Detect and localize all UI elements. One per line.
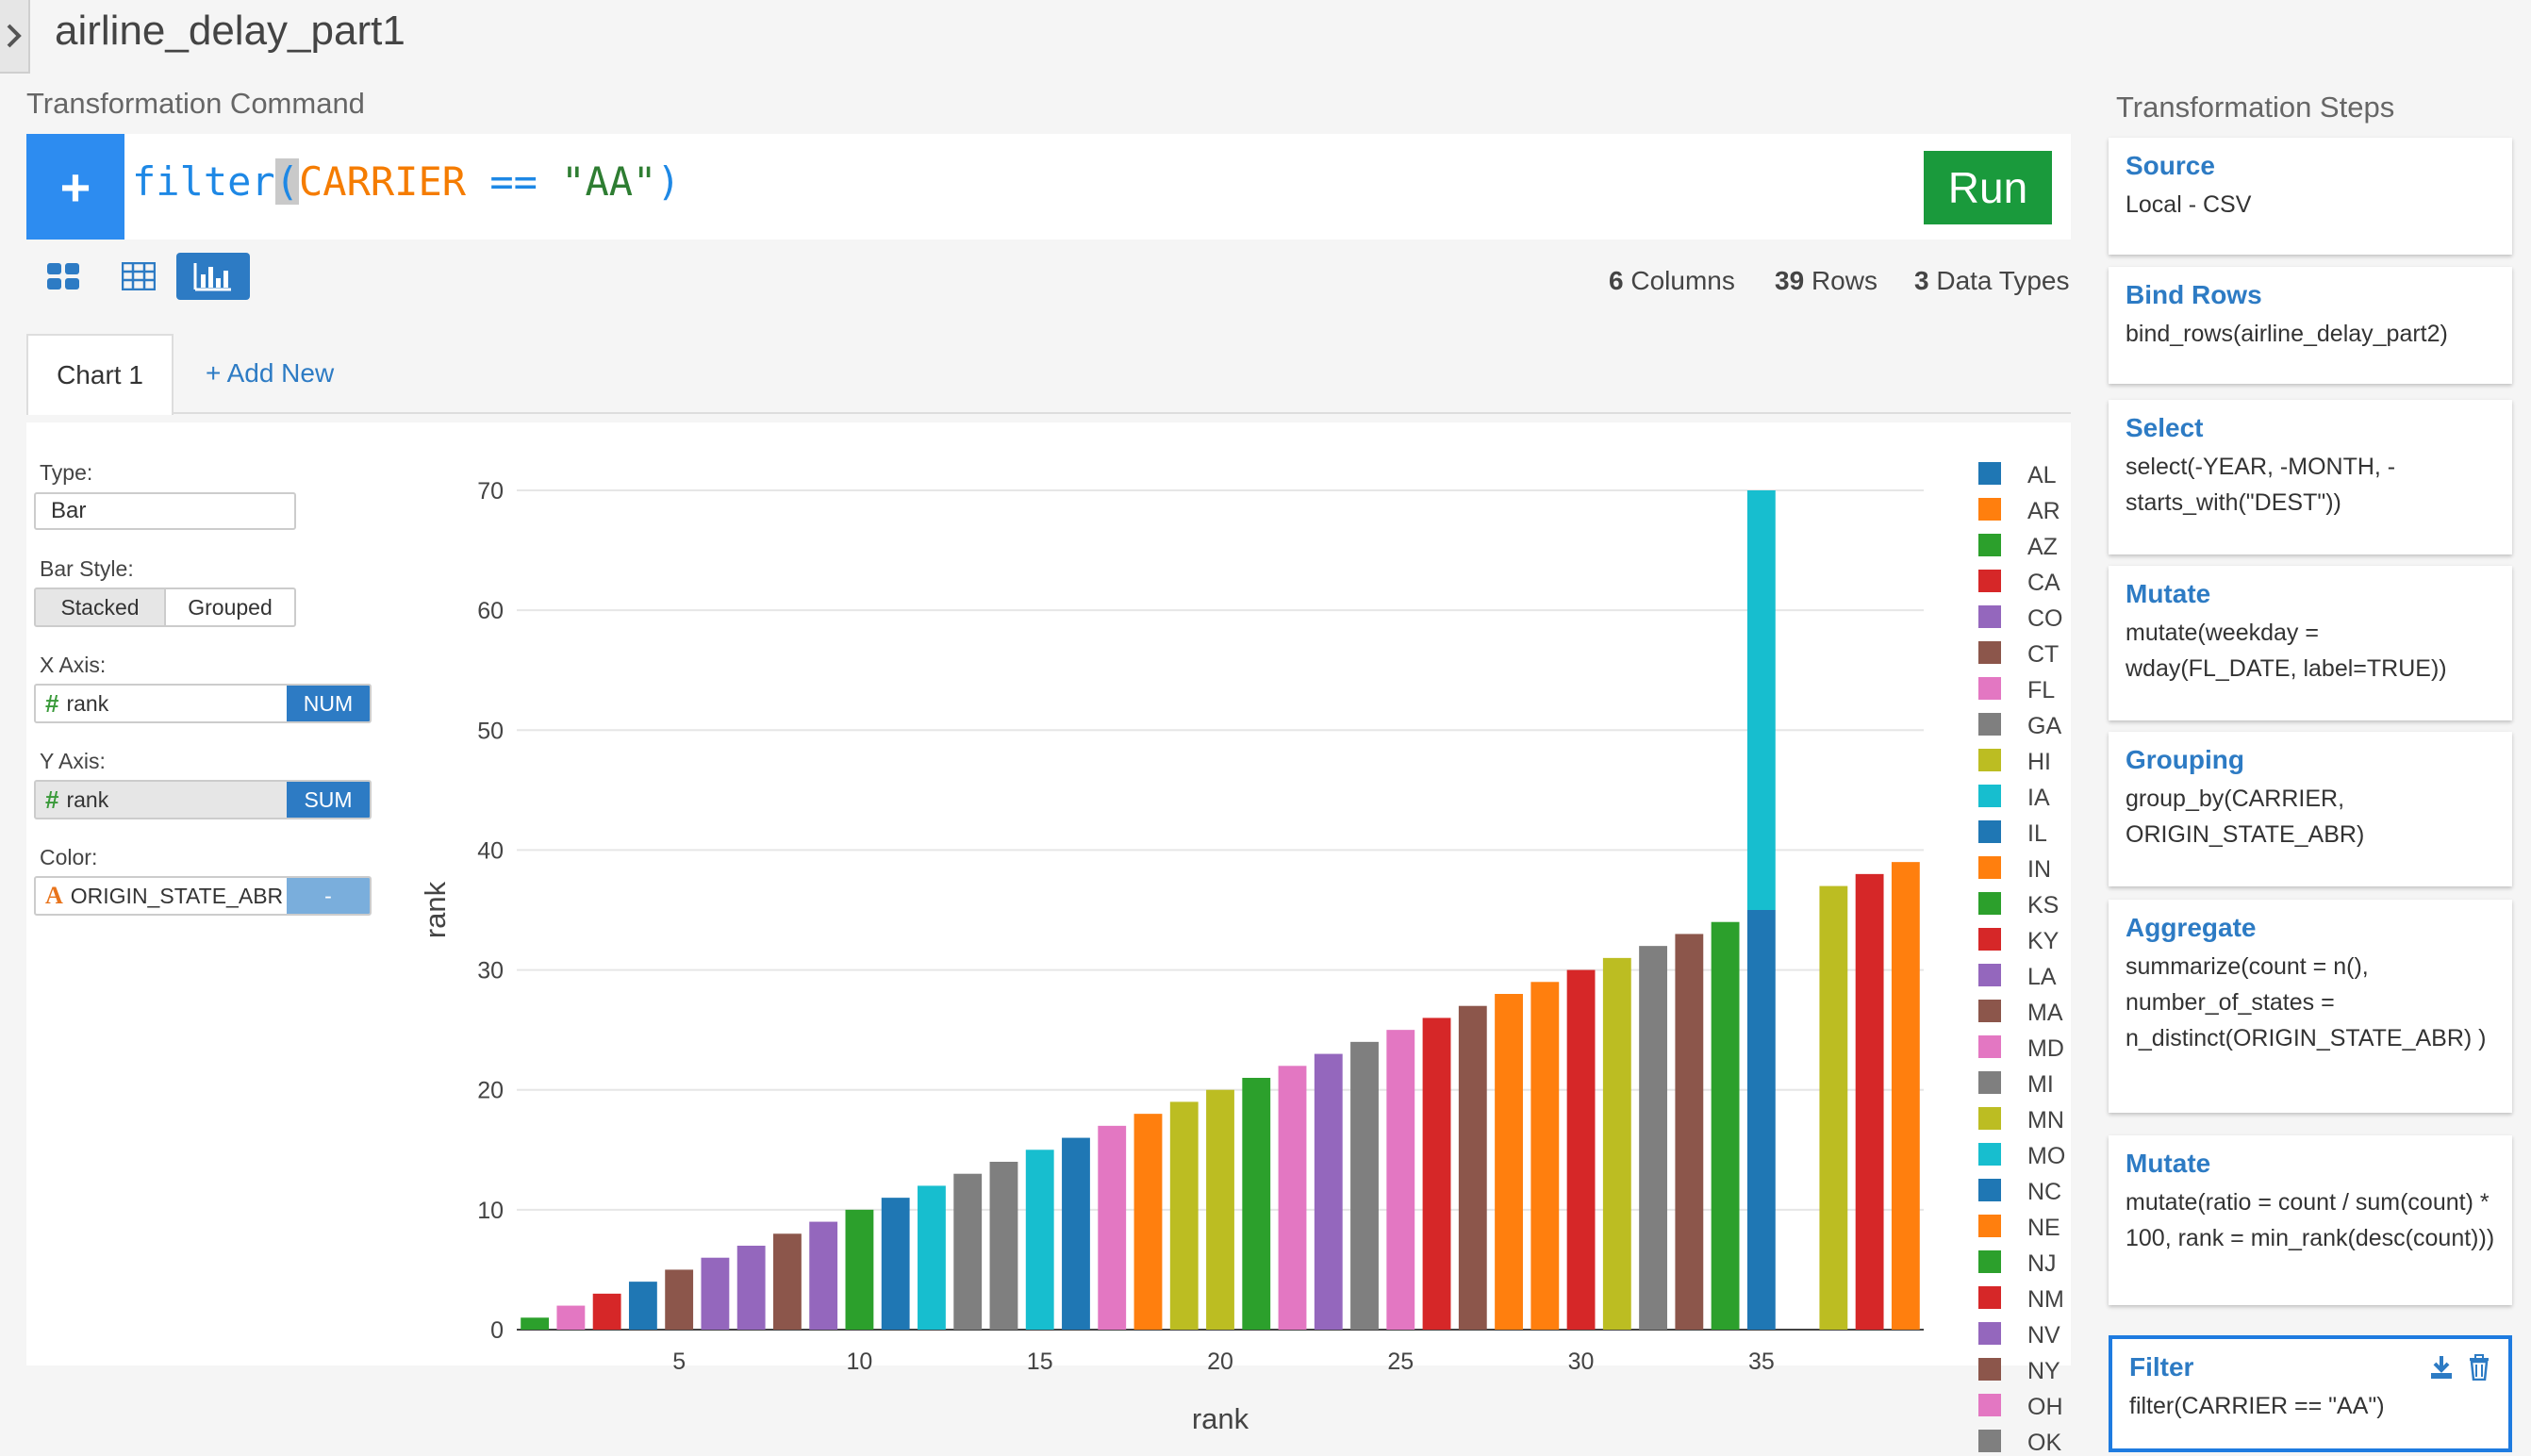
step-card-mutate[interactable]: Mutate mutate(ratio = count / sum(count) … (2109, 1135, 2512, 1305)
step-card-filter[interactable]: Filter filter(CARRIER == "AA") (2109, 1335, 2512, 1452)
types-label: Data Types (1936, 266, 2070, 295)
command-value: "AA" (561, 158, 657, 205)
trash-icon[interactable] (2467, 1354, 2491, 1381)
numeric-type-icon: # (45, 688, 59, 718)
chart-view-button[interactable] (176, 253, 250, 300)
transformation-steps-title: Transformation Steps (2116, 91, 2395, 124)
summary-view-button[interactable] (40, 253, 87, 300)
color-option-button[interactable]: - (287, 878, 370, 914)
legend-label: OH (2027, 1394, 2063, 1420)
step-title: Mutate (2126, 579, 2211, 608)
character-type-icon: A (45, 882, 63, 909)
step-description: select(-YEAR, -MONTH, -starts_with("DEST… (2126, 454, 2396, 516)
x-axis-field-name: # rank (45, 686, 108, 721)
step-card-select[interactable]: Select select(-YEAR, -MONTH, -starts_with… (2109, 400, 2512, 554)
bar-chart-icon (193, 263, 231, 291)
columns-stat: 6 Columns (1609, 266, 1735, 296)
step-title: Filter (2129, 1352, 2194, 1382)
sidebar-toggle[interactable] (0, 0, 30, 74)
command-column: CARRIER (299, 158, 467, 205)
color-label: Color: (40, 845, 98, 869)
step-description: filter(CARRIER == "AA") (2129, 1393, 2385, 1419)
color-field-name: A ORIGIN_STATE_ABR (45, 878, 287, 914)
step-title: Mutate (2126, 1149, 2211, 1178)
step-title: Grouping (2126, 745, 2244, 774)
tab-chart-1[interactable]: Chart 1 (26, 334, 174, 415)
x-axis-title: rank (1192, 1402, 1249, 1435)
download-icon[interactable] (2429, 1354, 2454, 1381)
legend-swatch (1978, 1430, 2001, 1452)
table-view-button[interactable] (115, 253, 162, 300)
columns-count: 6 (1609, 266, 1624, 295)
x-axis-column: rank (66, 690, 109, 716)
command-open-paren: ( (274, 158, 300, 205)
page-title: airline_delay_part1 (55, 8, 405, 54)
y-axis-label: Y Axis: (40, 749, 106, 773)
chart-type-select[interactable]: Bar (34, 492, 296, 530)
columns-label: Columns (1630, 266, 1735, 295)
run-button[interactable]: Run (1924, 151, 2052, 224)
step-card-aggregate[interactable]: Aggregate summarize(count = n(), number_o… (2109, 900, 2512, 1113)
x-axis-field[interactable]: # rank NUM (34, 684, 372, 723)
table-icon (122, 262, 156, 290)
step-card-grouping[interactable]: Grouping group_by(CARRIER, ORIGIN_STATE_A… (2109, 732, 2512, 886)
y-axis-field[interactable]: # rank SUM (34, 780, 372, 819)
color-field[interactable]: A ORIGIN_STATE_ABR - (34, 876, 372, 916)
types-stat: 3 Data Types (1914, 266, 2069, 296)
step-card-bind-rows[interactable]: Bind Rows bind_rows(airline_delay_part2) (2109, 267, 2512, 384)
legend-swatch (1978, 1394, 2001, 1416)
tabs-divider (26, 412, 2071, 414)
y-axis-field-name: # rank (45, 782, 108, 818)
rows-label: Rows (1811, 266, 1878, 295)
step-description: mutate(ratio = count / sum(count) * 100,… (2126, 1189, 2495, 1251)
command-close-paren: ) (656, 158, 681, 205)
step-title: Aggregate (2126, 913, 2257, 942)
x-axis-label: X Axis: (40, 653, 107, 677)
transformation-command-label: Transformation Command (26, 87, 365, 120)
x-axis-type-button[interactable]: NUM (287, 686, 370, 721)
command-bar: + filter(CARRIER == "AA") Run (26, 134, 2071, 240)
bar-style-label: Bar Style: (40, 556, 134, 581)
step-card-source[interactable]: Source Local - CSV (2109, 138, 2512, 255)
command-operator: == (466, 158, 562, 205)
step-description: group_by(CARRIER, ORIGIN_STATE_ABR) (2126, 786, 2365, 848)
step-description: mutate(weekday = wday(FL_DATE, label=TRU… (2126, 620, 2447, 682)
types-count: 3 (1914, 266, 1929, 295)
color-column: ORIGIN_STATE_ABR (70, 883, 284, 908)
rows-count: 39 (1775, 266, 1805, 295)
add-new-chart-link[interactable]: + Add New (206, 358, 335, 388)
step-title: Select (2126, 413, 2204, 442)
step-description: Local - CSV (2126, 191, 2252, 218)
step-title: Source (2126, 151, 2215, 180)
step-actions (2429, 1354, 2491, 1381)
step-description: bind_rows(airline_delay_part2) (2126, 321, 2448, 347)
stacked-button[interactable]: Stacked (34, 587, 166, 627)
step-description: summarize(count = n(), number_of_states … (2126, 953, 2487, 1051)
grid-icon (47, 263, 79, 290)
y-axis-column: rank (66, 786, 109, 812)
rows-stat: 39 Rows (1775, 266, 1878, 296)
command-function: filter (132, 158, 275, 205)
step-title: Bind Rows (2126, 280, 2262, 309)
y-axis-aggregate-button[interactable]: SUM (287, 782, 370, 818)
grouped-button[interactable]: Grouped (164, 587, 296, 627)
add-step-button[interactable]: + (26, 134, 124, 240)
chevron-right-icon (7, 24, 22, 48)
numeric-type-icon: # (45, 785, 59, 814)
command-input[interactable]: filter(CARRIER == "AA") (132, 158, 681, 205)
step-card-mutate[interactable]: Mutate mutate(weekday = wday(FL_DATE, lab… (2109, 566, 2512, 720)
type-label: Type: (40, 460, 93, 485)
legend-label: OK (2027, 1430, 2061, 1456)
